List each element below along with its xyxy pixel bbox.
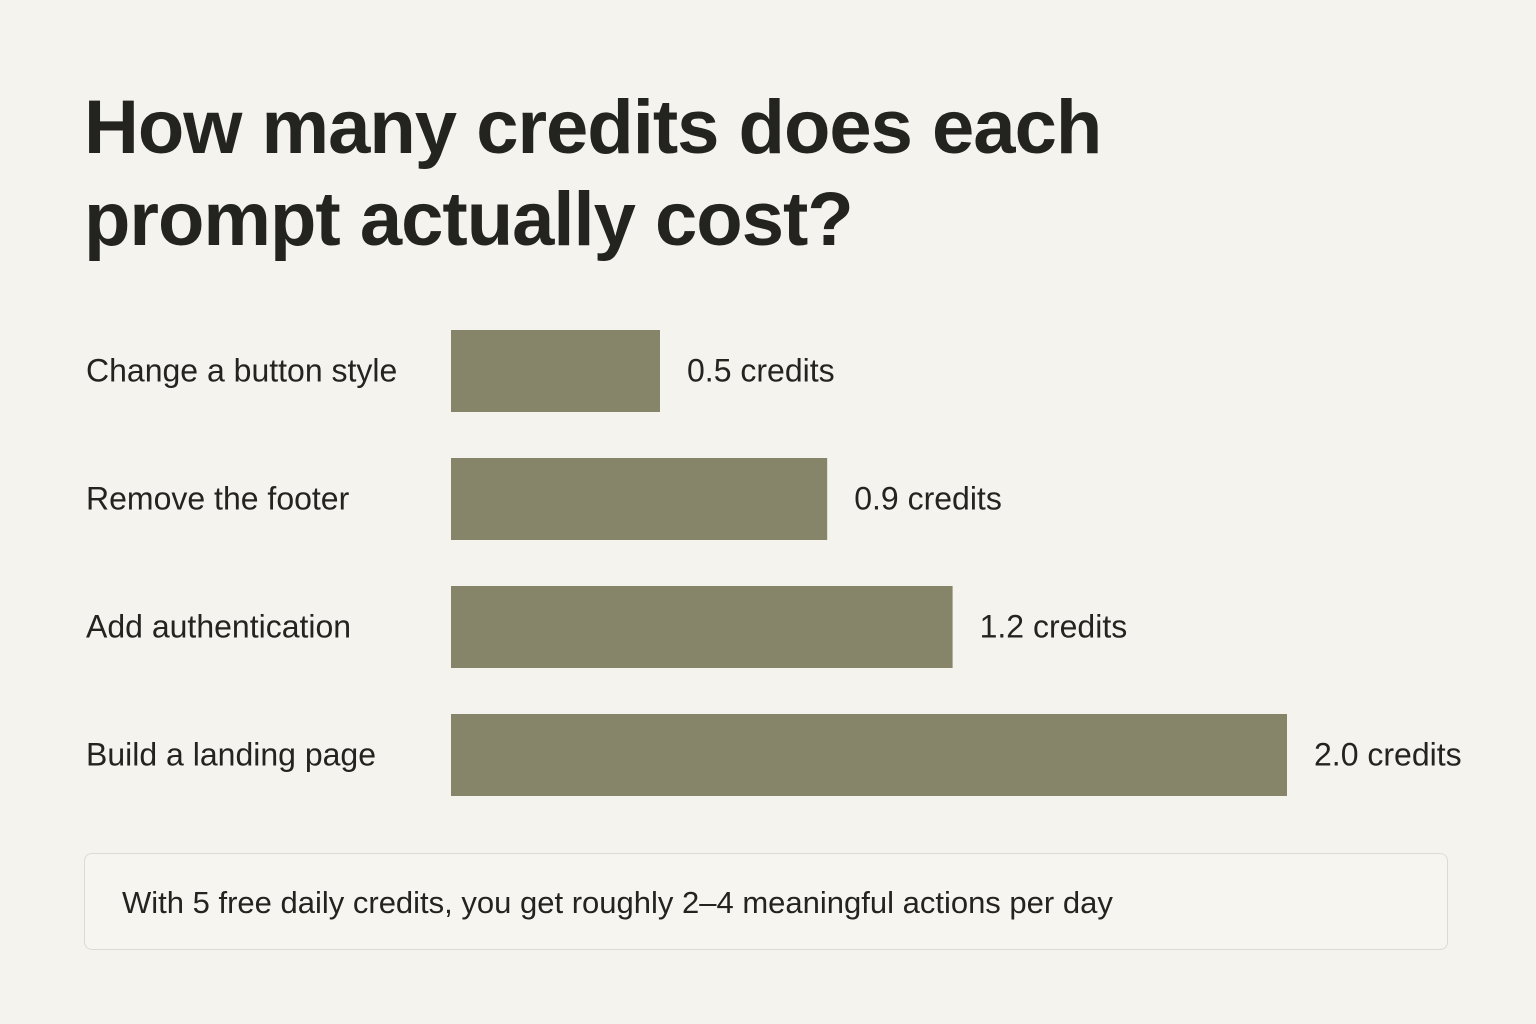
value-label: 2.0 credits	[1314, 736, 1462, 772]
value-label: 1.2 credits	[980, 608, 1128, 644]
note: With 5 free daily credits, you get rough…	[84, 853, 1448, 950]
category-label: Build a landing page	[86, 736, 376, 772]
category-label: Remove the footer	[86, 480, 350, 516]
bar	[451, 458, 828, 540]
bar	[451, 330, 660, 412]
bar	[451, 586, 953, 668]
category-label: Change a button style	[86, 352, 397, 388]
category-label: Add authentication	[86, 608, 351, 644]
bar	[451, 714, 1287, 796]
chart-title: How many credits does each prompt actual…	[84, 85, 1102, 262]
value-label: 0.5 credits	[687, 352, 835, 388]
value-label: 0.9 credits	[854, 480, 1002, 516]
